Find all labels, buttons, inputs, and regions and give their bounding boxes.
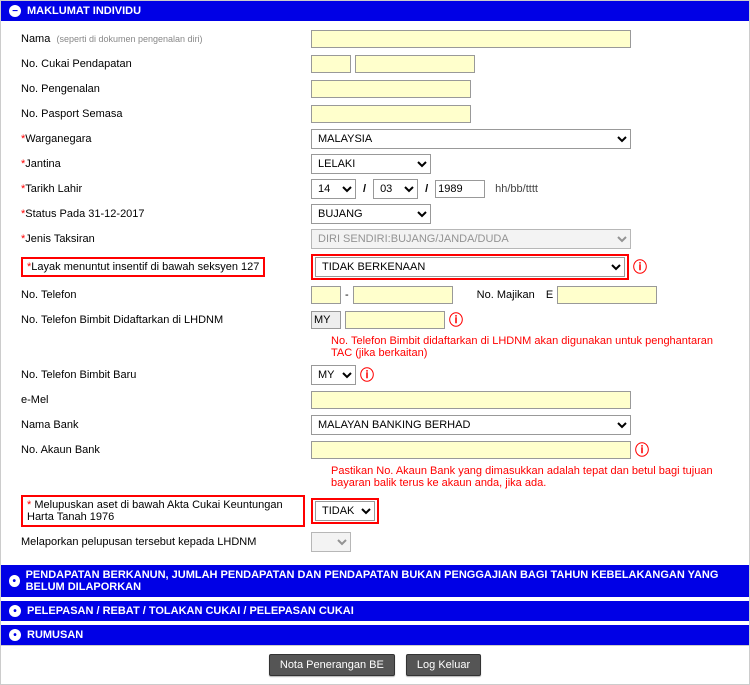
telefon-input[interactable]: [353, 286, 453, 304]
expand-icon: •: [9, 605, 21, 617]
akaun-input[interactable]: [311, 441, 631, 459]
bank-label: Nama Bank: [21, 419, 311, 431]
melupus-select[interactable]: TIDAK: [315, 501, 375, 521]
taksiran-select: DIRI SENDIRI:BUJANG/JANDA/DUDA: [311, 229, 631, 249]
layak-label: Layak menuntut insentif di bawah seksyen…: [31, 261, 259, 273]
pasport-label: No. Pasport Semasa: [21, 108, 311, 120]
slash-icon: /: [425, 183, 428, 195]
pasport-input[interactable]: [311, 105, 471, 123]
bimbit-reg-label: No. Telefon Bimbit Didaftarkan di LHDNM: [21, 314, 311, 326]
expand-icon: •: [9, 575, 20, 587]
emel-label: e-Mel: [21, 394, 311, 406]
jantina-select[interactable]: LELAKI: [311, 154, 431, 174]
taksiran-label: Jenis Taksiran: [25, 233, 95, 245]
telefon-code-input[interactable]: [311, 286, 341, 304]
akaun-label: No. Akaun Bank: [21, 444, 311, 456]
info-icon[interactable]: ⓘ: [449, 310, 463, 330]
telefon-label: No. Telefon: [21, 289, 311, 301]
info-icon[interactable]: ⓘ: [360, 365, 374, 385]
warga-label: Warganegara: [25, 133, 91, 145]
form-body: Nama (seperti di dokumen pengenalan diri…: [1, 21, 749, 565]
status-select[interactable]: BUJANG: [311, 204, 431, 224]
section-title: PELEPASAN / REBAT / TOLAKAN CUKAI / PELE…: [27, 605, 354, 617]
lapor-label: Melaporkan pelupusan tersebut kepada LHD…: [21, 536, 311, 548]
pengenalan-input[interactable]: [311, 80, 471, 98]
majikan-prefix: E: [546, 289, 553, 301]
pengenalan-label: No. Pengenalan: [21, 83, 311, 95]
bimbit-reg-input[interactable]: [345, 311, 445, 329]
akaun-warning: Pastikan No. Akaun Bank yang dimasukkan …: [331, 465, 729, 489]
section-header-pelepasan[interactable]: • PELEPASAN / REBAT / TOLAKAN CUKAI / PE…: [1, 601, 749, 621]
footer-bar: Nota Penerangan BE Log Keluar: [1, 645, 749, 684]
warga-select[interactable]: MALAYSIA: [311, 129, 631, 149]
date-hint: hh/bb/tttt: [495, 183, 538, 195]
emel-input[interactable]: [311, 391, 631, 409]
info-icon[interactable]: ⓘ: [633, 257, 647, 277]
bank-select[interactable]: MALAYAN BANKING BERHAD: [311, 415, 631, 435]
section-title: RUMUSAN: [27, 629, 83, 641]
slash-icon: /: [363, 183, 366, 195]
section-header-pendapatan[interactable]: • PENDAPATAN BERKANUN, JUMLAH PENDAPATAN…: [1, 565, 749, 597]
cukai-label: No. Cukai Pendapatan: [21, 58, 311, 70]
day-select[interactable]: 14: [311, 179, 356, 199]
section-title: MAKLUMAT INDIVIDU: [27, 5, 141, 17]
bimbit-country-input: [311, 311, 341, 329]
cukai-input[interactable]: [355, 55, 475, 73]
collapse-icon: −: [9, 5, 21, 17]
expand-icon: •: [9, 629, 21, 641]
majikan-label: No. Majikan: [477, 289, 535, 301]
section-header-individu[interactable]: − MAKLUMAT INDIVIDU: [1, 1, 749, 21]
lapor-select: [311, 532, 351, 552]
status-label: Status Pada 31-12-2017: [25, 208, 144, 220]
logout-button[interactable]: Log Keluar: [406, 654, 481, 676]
year-input[interactable]: [435, 180, 485, 198]
bimbit-baru-country-select[interactable]: MY: [311, 365, 356, 385]
tarikh-label: Tarikh Lahir: [25, 183, 82, 195]
section-header-rumusan[interactable]: • RUMUSAN: [1, 625, 749, 645]
nama-input[interactable]: [311, 30, 631, 48]
jantina-label: Jantina: [25, 158, 60, 170]
nama-label: Nama: [21, 33, 50, 45]
nama-hint: (seperti di dokumen pengenalan diri): [56, 34, 202, 44]
melupus-label: Melupuskan aset di bawah Akta Cukai Keun…: [27, 499, 283, 523]
bimbit-baru-label: No. Telefon Bimbit Baru: [21, 369, 311, 381]
nota-button[interactable]: Nota Penerangan BE: [269, 654, 395, 676]
cukai-prefix-input[interactable]: [311, 55, 351, 73]
bimbit-warning: No. Telefon Bimbit didaftarkan di LHDNM …: [331, 335, 729, 359]
month-select[interactable]: 03: [373, 179, 418, 199]
info-icon[interactable]: ⓘ: [635, 440, 649, 460]
layak-select[interactable]: TIDAK BERKENAAN: [315, 257, 625, 277]
section-title: PENDAPATAN BERKANUN, JUMLAH PENDAPATAN D…: [26, 569, 741, 593]
majikan-input[interactable]: [557, 286, 657, 304]
